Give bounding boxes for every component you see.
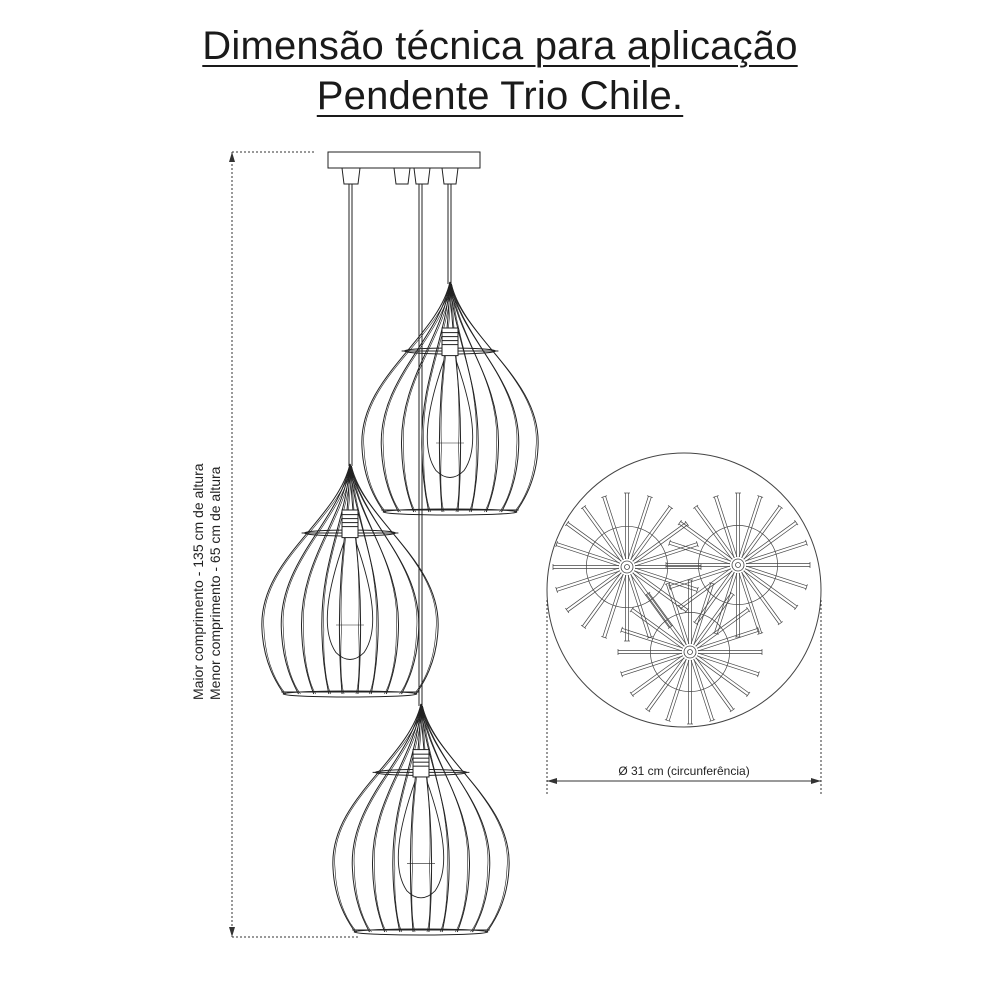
- pendant-top: [361, 281, 539, 516]
- pendant-bottom: [332, 703, 510, 936]
- diameter-dimension-line: [546, 600, 822, 795]
- suspension-cables: [348, 184, 452, 706]
- title-line-2: Pendente Trio Chile.: [316, 74, 684, 118]
- starburst-bottom: [617, 579, 763, 725]
- top-view-circle: [546, 452, 822, 728]
- title-line-1: Dimensão técnica para aplicação: [202, 24, 798, 68]
- starburst-left: [552, 492, 702, 642]
- diameter-label: Ø 31 cm (circunferência): [618, 764, 750, 778]
- height-dimension-line: [229, 151, 360, 938]
- pendant-middle: [261, 463, 439, 698]
- ceiling-canopy: [327, 151, 481, 185]
